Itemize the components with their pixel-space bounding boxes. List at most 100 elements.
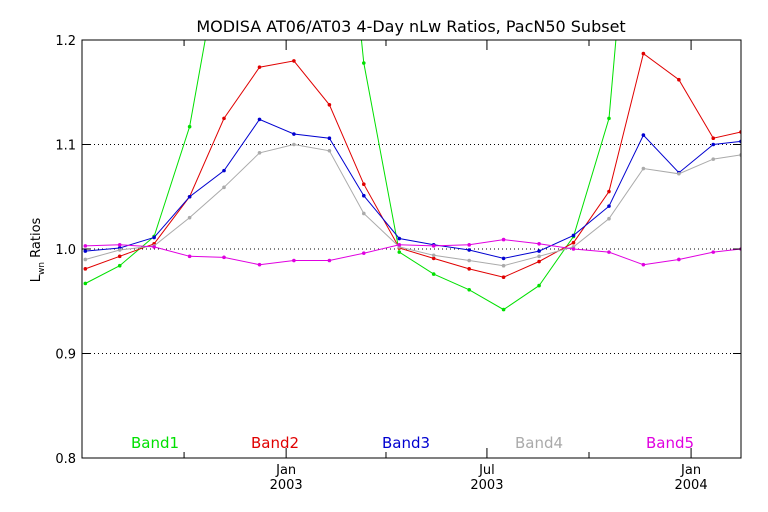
data-point: [361, 182, 366, 187]
data-point: [361, 211, 366, 216]
data-point: [83, 267, 88, 271]
data-point: [571, 240, 576, 245]
data-point: [501, 256, 506, 261]
x-tick-label: Jan: [275, 463, 296, 478]
legend-entry-band4: Band4: [515, 434, 563, 452]
data-point: [257, 65, 262, 69]
data-point: [257, 262, 262, 267]
data-point: [187, 194, 192, 199]
data-point: [431, 253, 436, 258]
x-tick-label: Jan: [680, 463, 701, 478]
data-point: [83, 244, 88, 248]
data-point: [397, 243, 402, 247]
legend-entry-band5: Band5: [646, 434, 694, 452]
data-point: [537, 259, 541, 264]
data-point: [677, 257, 681, 262]
data-point: [501, 237, 506, 242]
data-point: [467, 243, 471, 247]
data-point: [327, 258, 332, 263]
data-point: [152, 245, 156, 249]
data-point: [607, 250, 611, 254]
data-point: [641, 262, 646, 267]
data-point: [641, 166, 646, 171]
data-point: [431, 272, 436, 276]
data-point: [83, 249, 88, 253]
y-tick-label: 1.1: [55, 139, 76, 154]
data-point: [257, 117, 262, 122]
data-point: [222, 168, 226, 173]
legend-entry-band1: Band1: [131, 434, 179, 452]
data-point: [361, 193, 366, 198]
data-point: [467, 248, 471, 252]
series-line-band2: [85, 52, 741, 278]
data-point: [537, 249, 541, 253]
data-point: [467, 287, 471, 292]
x-tick-year-label: 2003: [270, 478, 303, 493]
data-point: [292, 132, 296, 136]
data-point: [467, 258, 471, 263]
legend: Band1 Band2 Band3 Band4 Band5: [131, 434, 694, 452]
legend-entry-band3: Band3: [382, 434, 430, 452]
data-point: [501, 275, 506, 280]
data-point: [607, 189, 611, 194]
series-line-band5: [85, 239, 741, 266]
data-point: [222, 255, 226, 260]
data-point: [83, 281, 88, 286]
data-point: [711, 157, 716, 161]
x-tick-label: Jul: [478, 463, 495, 478]
data-point: [222, 185, 226, 190]
data-point: [292, 59, 296, 63]
data-point: [117, 248, 122, 252]
data-point: [327, 102, 332, 107]
data-point: [361, 251, 366, 255]
data-point: [431, 256, 436, 261]
data-point: [187, 124, 192, 129]
gridlines: [82, 144, 741, 354]
data-point: [117, 254, 122, 259]
data-point: [607, 216, 611, 221]
x-tick-year-label: 2003: [470, 478, 503, 493]
series-group: [83, 40, 741, 312]
x-tick-year-label: 2004: [675, 478, 708, 493]
y-tick-label: 1.0: [55, 243, 76, 258]
data-point: [571, 247, 576, 251]
data-point: [292, 142, 296, 147]
data-point: [397, 250, 402, 254]
data-point: [537, 254, 541, 259]
chart-title: MODISA AT06/AT03 4-Day nLw Ratios, PacN5…: [196, 17, 625, 36]
data-point: [537, 241, 541, 246]
data-point: [467, 267, 471, 271]
data-point: [501, 263, 506, 268]
data-point: [361, 61, 366, 65]
data-point: [327, 148, 332, 153]
data-point: [711, 142, 716, 147]
data-point: [222, 116, 226, 121]
y-tick-label: 1.2: [55, 34, 76, 49]
data-point: [397, 236, 402, 241]
data-point: [501, 307, 506, 312]
data-point: [327, 136, 332, 141]
data-point: [641, 51, 646, 56]
series-line-band4: [85, 143, 741, 267]
y-axis-label: Lwn Ratios: [29, 217, 47, 282]
data-point: [431, 244, 436, 248]
data-point: [677, 77, 681, 82]
series-line-band1: [85, 40, 617, 311]
series-line-band3: [85, 118, 741, 259]
data-point: [537, 283, 541, 288]
data-point: [711, 136, 716, 141]
data-point: [292, 258, 296, 263]
data-point: [607, 204, 611, 208]
data-point: [711, 250, 716, 254]
data-point: [152, 235, 156, 240]
data-point: [607, 116, 611, 121]
y-tick-label: 0.9: [55, 348, 76, 363]
data-point: [641, 133, 646, 137]
data-point: [187, 215, 192, 220]
data-point: [83, 257, 88, 262]
data-point: [117, 243, 122, 247]
data-point: [117, 263, 122, 268]
data-point: [571, 233, 576, 238]
data-point: [257, 151, 262, 155]
